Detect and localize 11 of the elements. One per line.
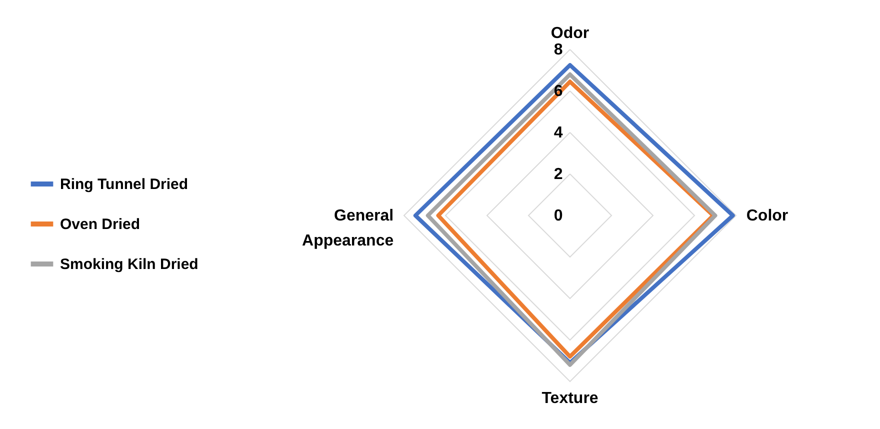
spoke-label: Odor bbox=[550, 25, 590, 42]
legend-label: Ring Tunnel Dried bbox=[60, 176, 188, 193]
y-tick-label: 2 bbox=[554, 166, 563, 183]
y-tick-label: 4 bbox=[554, 124, 563, 142]
y-tick-label: 0 bbox=[554, 208, 563, 224]
y-tick-label: 8 bbox=[554, 42, 563, 58]
spoke-label: Color bbox=[746, 208, 788, 224]
legend-label: Smoking Kiln Dried bbox=[60, 256, 198, 273]
spoke-label: Texture bbox=[542, 390, 598, 407]
spoke-label: General Appearance bbox=[302, 208, 394, 250]
legend-label: Oven Dried bbox=[60, 216, 140, 233]
